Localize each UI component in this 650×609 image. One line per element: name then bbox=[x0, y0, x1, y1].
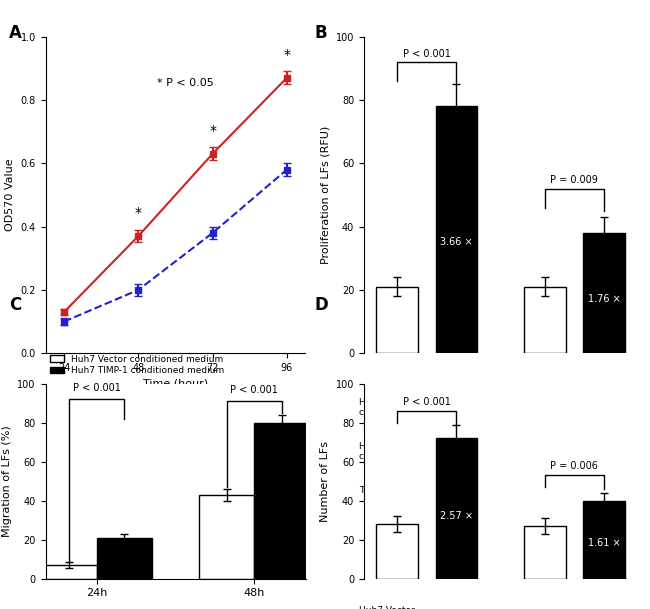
Text: Huh7 Vector
conditioned medium: Huh7 Vector conditioned medium bbox=[359, 606, 452, 609]
Text: -: - bbox=[395, 490, 399, 499]
Text: 3.66 ×: 3.66 × bbox=[440, 238, 473, 247]
Text: P = 0.006: P = 0.006 bbox=[551, 462, 598, 471]
Bar bbox=[436, 438, 477, 579]
Text: *: * bbox=[135, 206, 142, 220]
Bar bbox=[199, 495, 254, 579]
Y-axis label: Proliferation of LFs (RFU): Proliferation of LFs (RFU) bbox=[320, 125, 330, 264]
Text: *: * bbox=[283, 48, 291, 62]
Bar bbox=[583, 233, 625, 353]
Text: +: + bbox=[540, 401, 549, 410]
Text: P < 0.001: P < 0.001 bbox=[230, 385, 278, 395]
Text: *: * bbox=[209, 124, 216, 138]
Text: +: + bbox=[540, 608, 549, 609]
Text: 1.61 ×: 1.61 × bbox=[588, 538, 620, 549]
Text: P < 0.001: P < 0.001 bbox=[403, 49, 450, 58]
Text: C: C bbox=[9, 296, 21, 314]
Text: A: A bbox=[9, 24, 22, 42]
Legend: LFs with Huh7 Vector conditioned medium, LFs with Huh7 TIMP-1 conditioned medium: LFs with Huh7 Vector conditioned medium,… bbox=[49, 427, 257, 448]
Bar bbox=[524, 287, 566, 353]
Text: B: B bbox=[315, 24, 328, 42]
Bar bbox=[42, 565, 97, 579]
Bar bbox=[376, 524, 418, 579]
Text: +: + bbox=[540, 490, 549, 499]
Bar bbox=[254, 423, 309, 579]
X-axis label: Time (hour): Time (hour) bbox=[143, 379, 208, 389]
Text: * P < 0.05: * P < 0.05 bbox=[157, 78, 214, 88]
Text: -: - bbox=[543, 445, 547, 455]
Bar bbox=[376, 287, 418, 353]
Text: D: D bbox=[315, 296, 329, 314]
Text: Huh7 Vector
conditioned medium: Huh7 Vector conditioned medium bbox=[359, 398, 452, 417]
Text: P = 0.009: P = 0.009 bbox=[551, 175, 598, 185]
Text: +: + bbox=[599, 490, 608, 499]
Text: -: - bbox=[454, 401, 458, 410]
Text: +: + bbox=[452, 445, 461, 455]
Legend: Huh7 Vector conditioned medium, Huh7 TIMP-1 conditioned medium: Huh7 Vector conditioned medium, Huh7 TIM… bbox=[50, 354, 224, 375]
Text: Huh7 TIMP-1
conditioned medium: Huh7 TIMP-1 conditioned medium bbox=[359, 442, 452, 461]
Text: -: - bbox=[454, 608, 458, 609]
Text: 2.57 ×: 2.57 × bbox=[439, 511, 473, 521]
Text: -: - bbox=[602, 608, 606, 609]
Text: +: + bbox=[599, 445, 608, 455]
Y-axis label: OD570 Value: OD570 Value bbox=[5, 158, 15, 231]
Text: -: - bbox=[454, 490, 458, 499]
Text: +: + bbox=[393, 608, 402, 609]
Text: -: - bbox=[602, 401, 606, 410]
Text: P < 0.001: P < 0.001 bbox=[73, 384, 121, 393]
Y-axis label: Number of LFs: Number of LFs bbox=[320, 440, 330, 522]
Text: 1.76 ×: 1.76 × bbox=[588, 294, 620, 304]
Text: +: + bbox=[393, 401, 402, 410]
Text: P < 0.001: P < 0.001 bbox=[403, 397, 450, 407]
Bar bbox=[524, 526, 566, 579]
Text: -: - bbox=[395, 445, 399, 455]
Bar bbox=[97, 538, 152, 579]
Bar bbox=[583, 501, 625, 579]
Y-axis label: Migration of LFs (%): Migration of LFs (%) bbox=[2, 425, 12, 537]
Text: TIMP-1 antibody: TIMP-1 antibody bbox=[359, 486, 432, 495]
Bar bbox=[436, 106, 477, 353]
